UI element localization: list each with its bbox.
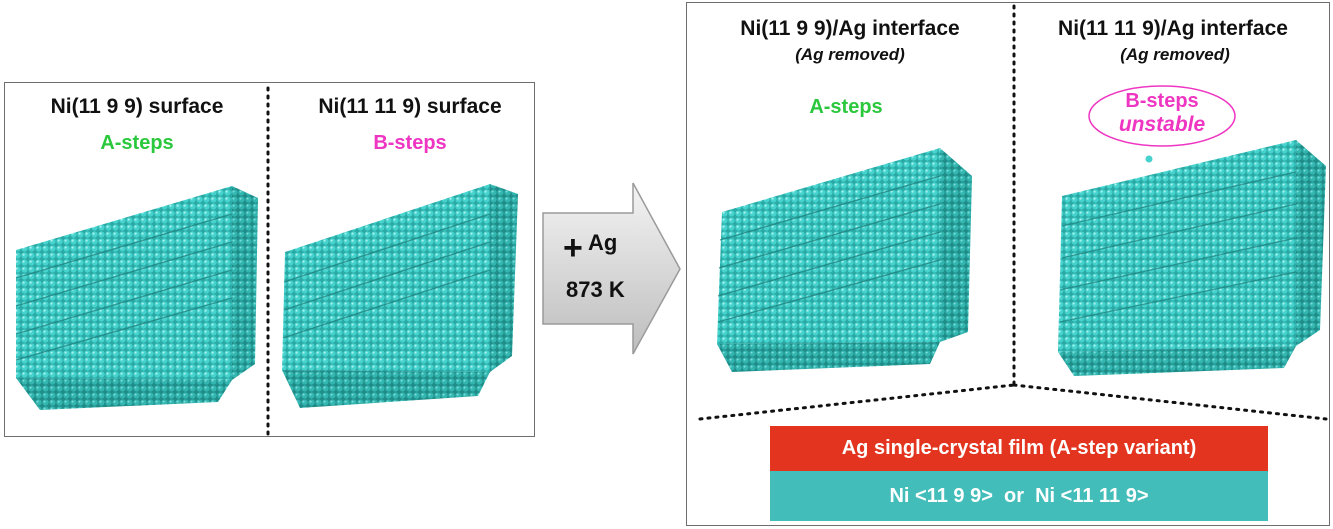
unstable-highlight-ellipse bbox=[1088, 85, 1236, 147]
ni-11-9-9-surface-model bbox=[15, 186, 258, 410]
ni-substrate-layer: Ni <11 9 9> or Ni <11 11 9> bbox=[770, 471, 1268, 521]
ni-substrate-label: Ni <11 9 9> or Ni <11 11 9> bbox=[889, 484, 1149, 507]
ag-film-label: Ag single-crystal film (A-step variant) bbox=[841, 437, 1197, 459]
ni-11-9-9-interface-model bbox=[717, 148, 972, 372]
ag-film-layer: Ag single-crystal film (A-step variant) bbox=[770, 426, 1268, 471]
zoom-line-right bbox=[1012, 383, 1328, 421]
surface-2-title: Ni(11 11 9) surface bbox=[318, 95, 502, 118]
arrow-element-label: Ag bbox=[588, 230, 618, 255]
zoom-line-left bbox=[698, 383, 1016, 421]
surface-2-step-label: B-steps bbox=[373, 132, 447, 154]
interface-1-title: Ni(11 9 9)/Ag interface bbox=[740, 17, 960, 40]
interface-2-title: Ni(11 11 9)/Ag interface bbox=[1058, 17, 1288, 40]
interface-2-step-label: B-steps bbox=[1125, 90, 1199, 112]
surface-1-step-label: A-steps bbox=[100, 132, 174, 154]
arrow-plus-sign: + bbox=[563, 229, 583, 267]
process-arrow bbox=[542, 182, 681, 355]
ni-11-11-9-interface-model bbox=[1058, 140, 1326, 376]
interface-2-note: (Ag removed) bbox=[1120, 45, 1230, 64]
ni-11-11-9-surface-model bbox=[282, 184, 518, 408]
arrow-temperature-label: 873 K bbox=[566, 277, 625, 302]
surface-1-title: Ni(11 9 9) surface bbox=[50, 95, 224, 118]
interface-1-step-label: A-steps bbox=[809, 96, 883, 118]
interface-2-step-status: unstable bbox=[1118, 113, 1206, 136]
interface-1-note: (Ag removed) bbox=[795, 45, 905, 64]
